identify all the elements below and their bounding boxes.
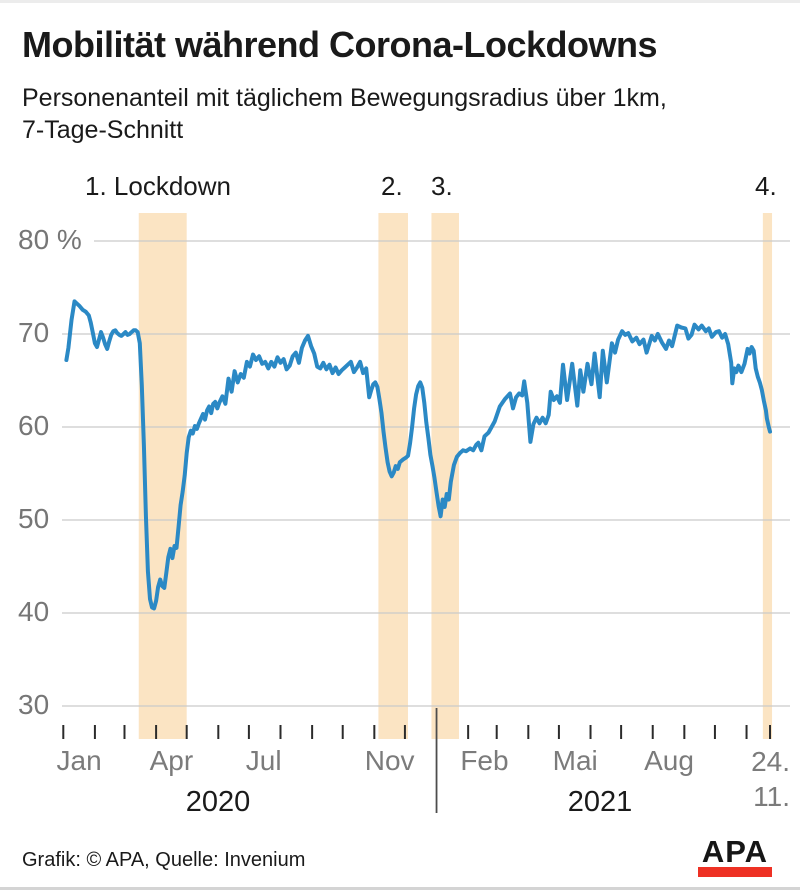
mobility-series-line [64, 299, 772, 611]
source-credit: Grafik: © APA, Quelle: Invenium [22, 849, 306, 871]
bottom-border [0, 887, 800, 890]
chart-subtitle-line2: 7-Tage-Schnitt [22, 116, 184, 144]
x-axis-label-nov: Nov [364, 745, 415, 776]
y-axis-label-50: 50 [18, 504, 62, 534]
y-axis-label-70: 70 [18, 318, 62, 348]
x-axis-label-aug: Aug [644, 745, 694, 776]
x-axis-end-label-month: 11. [753, 781, 790, 812]
lockdown-band-4 [762, 213, 773, 739]
y-axis-label-80: 80 % [18, 225, 94, 255]
apa-logo: APA [698, 836, 772, 880]
x-axis-label-feb: Feb [460, 745, 509, 776]
apa-logo-text: APA [701, 834, 769, 869]
y-axis-label-40: 40 [18, 597, 62, 627]
top-border [0, 0, 800, 3]
page-title: Mobilität während Corona-Lockdowns [22, 24, 658, 65]
x-axis-end-label-day: 24. [751, 746, 790, 777]
annotation-lockdown-3: 3. [431, 171, 453, 201]
annotation-lockdown-4: 4. [755, 171, 777, 201]
annotation-lockdown-1: 1. Lockdown [85, 171, 231, 201]
chart-subtitle-line1: Personenanteil mit täglichem Bewegungsra… [22, 84, 667, 112]
year-label-2020: 2020 [185, 786, 251, 818]
x-axis-label-mai: Mai [552, 745, 598, 776]
apa-logo-red-bar [698, 867, 772, 877]
y-axis-label-30: 30 [18, 690, 62, 720]
x-axis-label-jul: Jul [245, 745, 282, 776]
x-axis-label-apr: Apr [149, 745, 194, 776]
x-axis-label-jan: Jan [56, 745, 102, 776]
y-axis-label-60: 60 [18, 411, 62, 441]
annotation-lockdown-2: 2. [381, 171, 403, 201]
year-label-2021: 2021 [567, 786, 633, 818]
